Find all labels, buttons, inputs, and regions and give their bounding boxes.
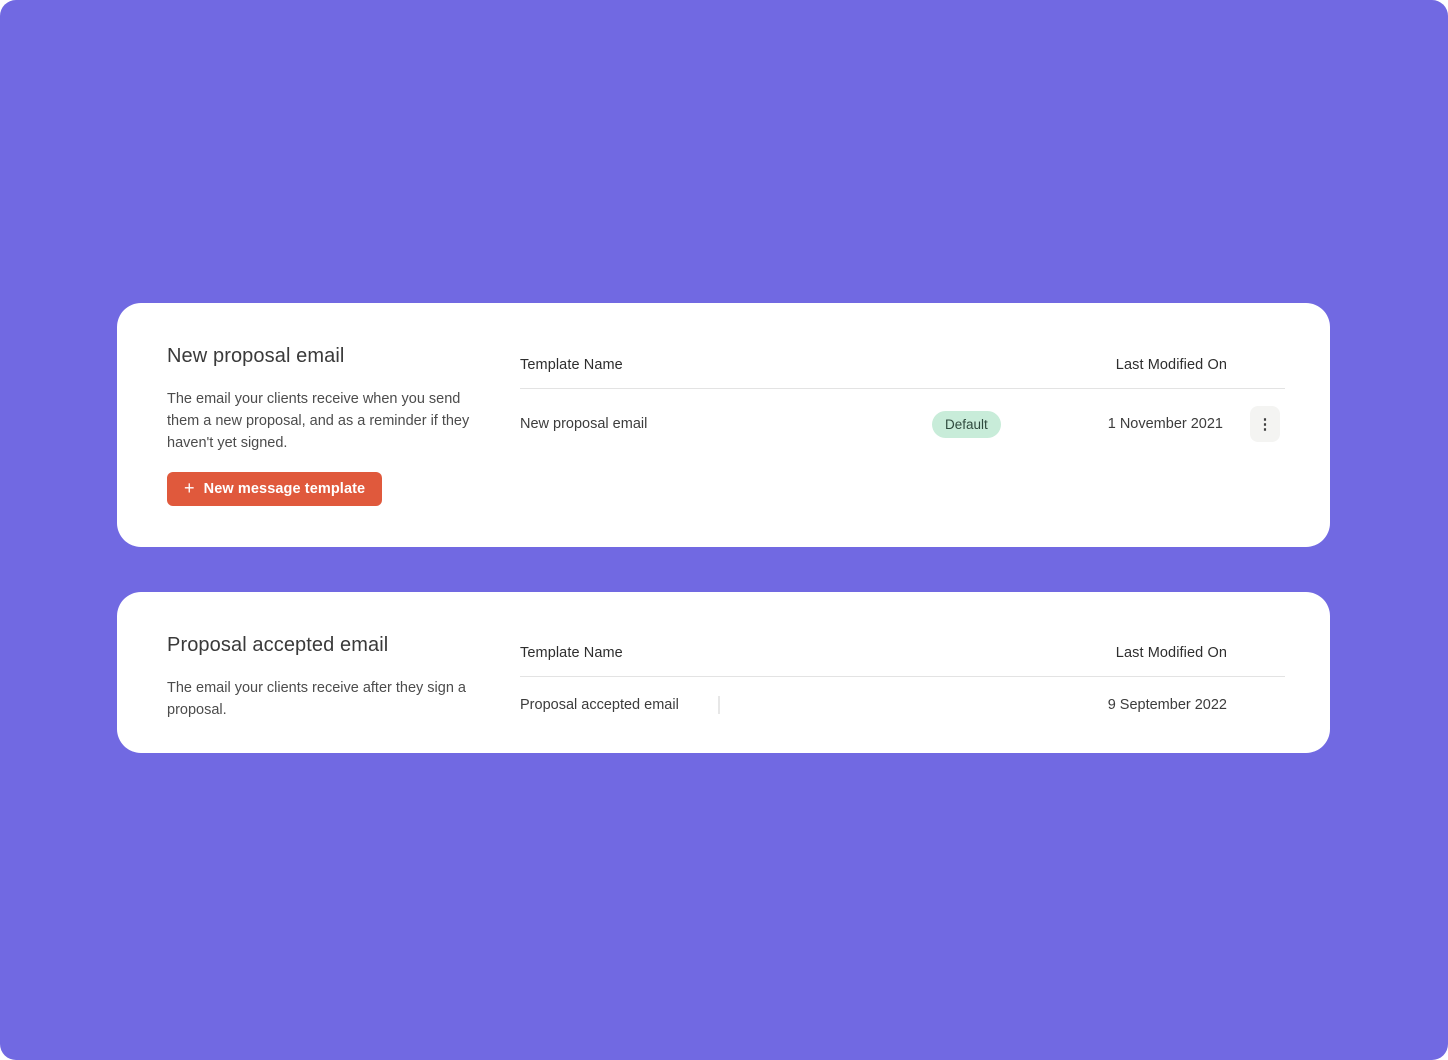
table-row[interactable]: Proposal accepted email 9 September 2022 (520, 677, 1285, 733)
section-description: The email your clients receive when you … (167, 391, 470, 451)
column-header-last-modified-on: Last Modified On (1115, 645, 1227, 661)
table-header-divider (520, 388, 1285, 389)
table-header-divider (520, 676, 1285, 677)
row-menu-button[interactable]: ⋮ (1250, 406, 1280, 442)
table-header-row: Template Name Last Modified On (520, 643, 1285, 663)
column-header-last-modified-on: Last Modified On (1115, 357, 1227, 373)
section-title: Proposal accepted email (167, 634, 389, 656)
templates-table: Template Name Last Modified On New propo… (520, 303, 1330, 547)
new-message-template-button[interactable]: + New message template (167, 472, 383, 506)
kebab-menu-icon: ⋮ (1257, 415, 1273, 433)
column-header-template-name: Template Name (520, 357, 623, 373)
last-modified-cell: 9 September 2022 (1107, 697, 1227, 713)
badge-cell: Default (932, 410, 1108, 438)
column-header-template-name: Template Name (520, 645, 623, 661)
last-modified-cell: 1 November 2021 (1107, 416, 1223, 432)
section-card-new-proposal-email: New proposal email The email your client… (117, 303, 1330, 547)
plus-icon: + (184, 478, 195, 498)
section-card-proposal-accepted-email: Proposal accepted email The email your c… (117, 592, 1330, 753)
template-name-cell: New proposal email (520, 416, 648, 432)
template-name-cell: Proposal accepted email (520, 697, 679, 713)
table-row[interactable]: New proposal email Default 1 November 20… (520, 389, 1285, 459)
section-title: New proposal email (167, 345, 345, 367)
section-description: The email your clients receive after the… (167, 680, 466, 718)
templates-table: Template Name Last Modified On Proposal … (520, 592, 1330, 753)
section-info-panel: Proposal accepted email The email your c… (117, 592, 520, 753)
text-caret (718, 696, 720, 714)
table-header-row: Template Name Last Modified On (520, 355, 1285, 375)
section-info-panel: New proposal email The email your client… (117, 303, 520, 547)
default-status-badge: Default (932, 410, 1001, 438)
new-message-template-button-label: New message template (203, 481, 366, 497)
